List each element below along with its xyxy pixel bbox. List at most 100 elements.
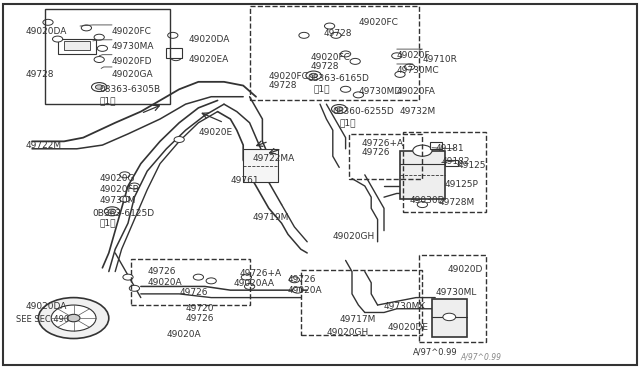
Circle shape — [332, 105, 347, 113]
Text: （1）: （1） — [99, 96, 116, 105]
Text: 49730MD: 49730MD — [358, 87, 402, 96]
Text: （1）: （1） — [339, 118, 356, 127]
Text: 49020FC: 49020FC — [310, 53, 350, 62]
Circle shape — [404, 64, 415, 70]
Bar — [45, 9, 170, 104]
Circle shape — [43, 19, 53, 25]
Circle shape — [299, 32, 309, 38]
Text: 49020FA: 49020FA — [397, 87, 436, 96]
Circle shape — [392, 53, 402, 59]
Text: 49020FD: 49020FD — [112, 57, 152, 66]
Text: A/97^0.99: A/97^0.99 — [413, 347, 458, 356]
Circle shape — [413, 145, 432, 156]
Bar — [430, 142, 442, 149]
Text: 49020F: 49020F — [397, 51, 431, 60]
Text: 49761: 49761 — [230, 176, 259, 185]
Circle shape — [120, 196, 130, 202]
Circle shape — [38, 298, 109, 339]
Circle shape — [120, 172, 130, 178]
Circle shape — [168, 32, 178, 38]
Circle shape — [350, 58, 360, 64]
Text: 49732M: 49732M — [400, 107, 436, 116]
Text: 49030D: 49030D — [410, 196, 445, 205]
Text: 49020DA: 49020DA — [26, 27, 67, 36]
Circle shape — [206, 278, 216, 284]
Text: 49020E: 49020E — [198, 128, 232, 137]
Circle shape — [411, 172, 421, 178]
Text: 49020DE: 49020DE — [387, 323, 428, 332]
Circle shape — [411, 194, 421, 200]
Text: 49125: 49125 — [458, 161, 486, 170]
Text: 49726+A: 49726+A — [362, 139, 404, 148]
Text: 49726+A: 49726+A — [240, 269, 282, 278]
Text: SEE SEC.490: SEE SEC.490 — [16, 315, 69, 324]
Text: 49020AA: 49020AA — [234, 279, 275, 288]
Text: 49730MK: 49730MK — [384, 302, 426, 311]
Text: 49726: 49726 — [179, 288, 208, 296]
Circle shape — [174, 137, 184, 142]
Bar — [403, 132, 486, 212]
Circle shape — [94, 57, 104, 62]
Text: 49020A: 49020A — [147, 278, 182, 287]
Text: 49728: 49728 — [310, 62, 339, 71]
Circle shape — [292, 287, 303, 293]
Text: 49728: 49728 — [26, 70, 54, 79]
Circle shape — [104, 207, 120, 216]
Circle shape — [289, 277, 300, 283]
Text: 49020GH: 49020GH — [333, 232, 375, 241]
Text: 49020DA: 49020DA — [26, 302, 67, 311]
Text: 49726: 49726 — [362, 148, 390, 157]
Circle shape — [171, 55, 181, 61]
Circle shape — [417, 179, 428, 185]
Circle shape — [417, 202, 428, 208]
Bar — [250, 6, 419, 100]
Text: 49020FC: 49020FC — [112, 27, 152, 36]
Text: 49722M: 49722M — [26, 141, 61, 150]
Text: 49726: 49726 — [288, 275, 317, 284]
Text: 0B363-6125D: 0B363-6125D — [93, 209, 155, 218]
Bar — [432, 299, 467, 337]
Circle shape — [193, 274, 204, 280]
Circle shape — [340, 51, 351, 57]
Text: 49020GA: 49020GA — [112, 70, 154, 79]
Text: 49182: 49182 — [442, 157, 470, 166]
Bar — [64, 41, 90, 50]
Text: 49720: 49720 — [186, 304, 214, 313]
Text: （1）: （1） — [99, 219, 116, 228]
Text: 49020FC: 49020FC — [269, 72, 308, 81]
Circle shape — [129, 285, 140, 291]
Text: 49728: 49728 — [269, 81, 298, 90]
Text: 49730MA: 49730MA — [112, 42, 154, 51]
Text: 49726: 49726 — [147, 267, 176, 276]
Circle shape — [324, 23, 335, 29]
Bar — [400, 151, 445, 199]
Circle shape — [108, 209, 116, 214]
Circle shape — [129, 183, 140, 189]
Circle shape — [95, 85, 103, 89]
Circle shape — [123, 274, 133, 280]
Circle shape — [401, 170, 412, 176]
Text: 49719M: 49719M — [253, 213, 289, 222]
Circle shape — [67, 314, 80, 322]
Bar — [349, 134, 422, 179]
Circle shape — [52, 36, 63, 42]
Text: 08360-6255D: 08360-6255D — [333, 107, 394, 116]
Circle shape — [395, 71, 405, 77]
Text: 49020G: 49020G — [99, 174, 134, 183]
Circle shape — [51, 305, 96, 331]
Circle shape — [443, 313, 456, 321]
Text: 49728: 49728 — [323, 29, 352, 38]
Circle shape — [306, 71, 321, 80]
Text: （1）: （1） — [314, 85, 330, 94]
Text: 49722MA: 49722MA — [253, 154, 295, 163]
Text: 49020A: 49020A — [288, 286, 323, 295]
Text: 49726: 49726 — [186, 314, 214, 323]
Text: 49181: 49181 — [435, 144, 464, 153]
Circle shape — [81, 25, 92, 31]
Text: 08363-6165D: 08363-6165D — [307, 74, 369, 83]
Circle shape — [244, 283, 255, 289]
Text: 49710R: 49710R — [422, 55, 457, 64]
Bar — [243, 149, 278, 182]
Text: 49020DA: 49020DA — [189, 35, 230, 44]
Circle shape — [97, 45, 108, 51]
